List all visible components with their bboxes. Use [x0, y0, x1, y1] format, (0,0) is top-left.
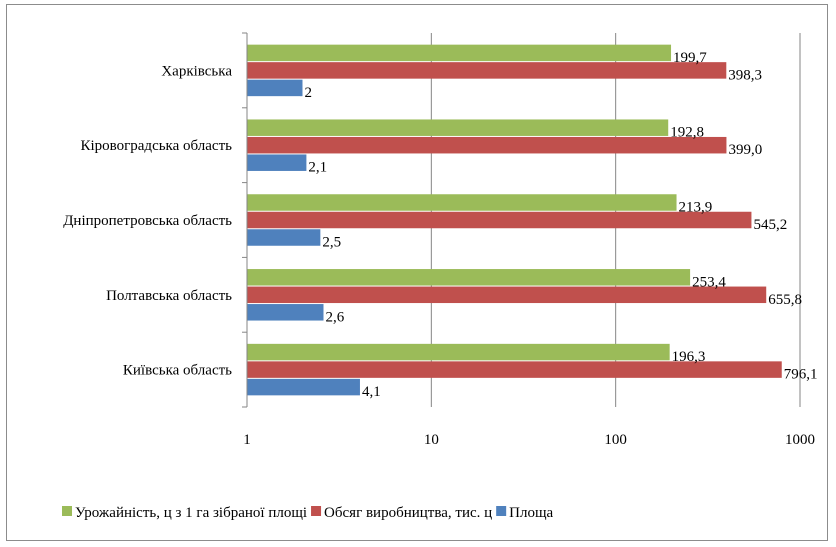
x-tick-label: 100 — [604, 432, 627, 448]
data-label: 199,7 — [673, 50, 707, 66]
bar — [247, 119, 669, 136]
data-label: 196,3 — [672, 349, 706, 365]
bar — [247, 62, 727, 79]
data-label: 399,0 — [728, 142, 762, 158]
legend-swatch — [62, 506, 72, 516]
bar — [247, 286, 767, 304]
data-label: 2 — [304, 85, 312, 101]
bar — [247, 136, 727, 154]
data-label: 213,9 — [679, 200, 713, 216]
data-label: 2,6 — [325, 309, 344, 325]
bar — [247, 229, 321, 246]
data-label: 192,8 — [670, 125, 704, 141]
category-label: Полтавська область — [106, 288, 232, 304]
legend: Урожайність, ц з 1 га зібраної площі Обся… — [62, 505, 554, 521]
bar — [247, 79, 303, 97]
bar — [247, 361, 782, 378]
data-label: 2,5 — [322, 235, 341, 251]
data-label: 4,1 — [362, 384, 381, 400]
bar — [247, 211, 752, 229]
data-label: 545,2 — [753, 217, 787, 233]
data-label: 796,1 — [784, 367, 818, 383]
bar — [247, 378, 360, 396]
category-label: Дніпропетровська область — [63, 213, 232, 229]
data-label: 655,8 — [768, 292, 802, 308]
data-label: 2,1 — [308, 160, 327, 176]
x-tick-label: 10 — [424, 432, 439, 448]
bar — [247, 269, 691, 286]
axes: 1 10 100 1000 Харківська Кіровоградська облас… — [63, 32, 815, 448]
bar — [247, 304, 324, 321]
bar — [247, 343, 670, 361]
legend-swatch — [496, 506, 507, 516]
data-label: 398,3 — [728, 67, 762, 83]
bar — [247, 44, 672, 62]
bar — [247, 194, 677, 211]
category-label: Харківська — [161, 63, 232, 79]
legend-label: Урожайність, ц з 1 га зібраної площі — [75, 505, 307, 521]
legend-swatch — [311, 506, 322, 516]
legend-label: Площа — [509, 505, 553, 521]
category-label: Кіровоградська область — [80, 138, 232, 154]
category-label: Київська область — [123, 363, 232, 379]
x-tick-label: 1000 — [785, 432, 815, 448]
x-tick-label: 1 — [243, 432, 251, 448]
bars — [247, 44, 782, 396]
data-labels: 199,7 398,3 2 192,8 399,0 2,1 213,9 545,2 2,5 253… — [304, 50, 817, 400]
bar — [247, 154, 307, 171]
data-label: 253,4 — [692, 274, 726, 290]
legend-label: Обсяг виробництва, тис. ц — [324, 505, 492, 521]
